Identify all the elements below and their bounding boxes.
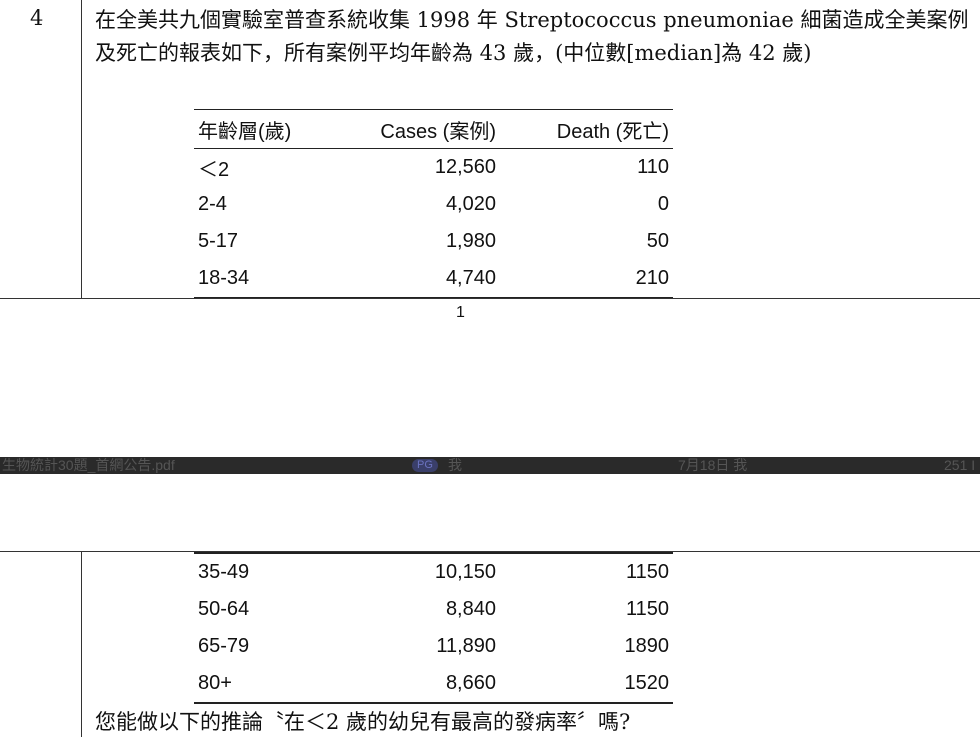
page-top-rule [0,551,980,552]
cell-age: 5-17 [198,230,239,252]
header-cases: Cases (案例) [320,109,500,149]
data-table-part1: 年齡層(歲) Cases (案例) Death (死亡) ＜2 12,560 1… [194,109,673,299]
cell-age: 50-64 [198,598,250,620]
table-row: ＜2 12,560 110 [194,149,673,187]
cell-cases: 10,150 [320,552,500,591]
table-row: 35-49 10,150 1150 [194,552,673,591]
cell-cases: 1,980 [445,230,496,252]
file-name[interactable]: 生物統計30題_首網公告.pdf [2,457,175,473]
cell-death: 1520 [500,665,673,704]
table-column-divider [81,0,82,298]
file-modified: 7月18日 我 [678,457,748,473]
page-bottom-rule [0,298,980,299]
table-row: 50-64 8,840 1150 [194,591,673,628]
cell-death: 1150 [500,552,673,591]
table-header-row: 年齡層(歲) Cases (案例) Death (死亡) [194,109,673,149]
table-row: 80+ 8,660 1520 [194,665,673,704]
cell-death: 1890 [624,635,670,657]
page-number: 1 [456,304,465,321]
document-page-1: 4 在全美共九個實驗室普查系統收集 1998 年 Streptococcus p… [0,0,980,340]
cell-death: 1150 [625,598,669,620]
cell-age: 65-79 [198,635,250,657]
header-age-group: 年齡層(歲) [194,109,320,149]
cell-cases: 4,740 [320,260,500,299]
question-closing: 您能做以下的推論〝在＜2 歲的幼兒有最高的發病率〞嗎? [95,710,631,734]
document-page-2: 35-49 10,150 1150 50-64 8,840 1150 65-79… [0,474,980,737]
owner-badge: PG [412,459,438,472]
table-row: 18-34 4,740 210 [194,260,673,299]
cell-age: 80+ [194,665,320,704]
header-death: Death (死亡) [500,109,673,149]
file-size: 251 I [944,457,976,473]
cell-age: ＜2 [198,159,230,181]
table-column-divider [81,551,82,737]
table-row: 5-17 1,980 50 [194,223,673,260]
cell-death: 50 [646,230,669,252]
cell-cases: 12,560 [434,156,496,178]
cell-cases: 8,840 [445,598,496,620]
cell-death: 110 [637,156,669,178]
cell-age: 35-49 [194,552,320,591]
table-row: 2-4 4,020 0 [194,186,673,223]
question-text: 在全美共九個實驗室普查系統收集 1998 年 Streptococcus pne… [95,8,969,65]
cell-age: 18-34 [194,260,320,299]
cell-age: 2-4 [198,193,227,215]
page-gap [0,340,980,474]
cell-cases: 4,020 [445,193,496,215]
data-table-part2: 35-49 10,150 1150 50-64 8,840 1150 65-79… [194,552,673,704]
question-number: 4 [30,6,44,30]
table-row: 65-79 11,890 1890 [194,628,673,665]
cell-death: 0 [657,193,669,215]
cell-cases: 11,890 [436,635,496,657]
cell-cases: 8,660 [320,665,500,704]
file-status-bar[interactable]: 生物統計30題_首網公告.pdf PG 我 7月18日 我 251 I [0,457,980,474]
file-owner: 我 [448,457,462,473]
cell-death: 210 [500,260,673,299]
